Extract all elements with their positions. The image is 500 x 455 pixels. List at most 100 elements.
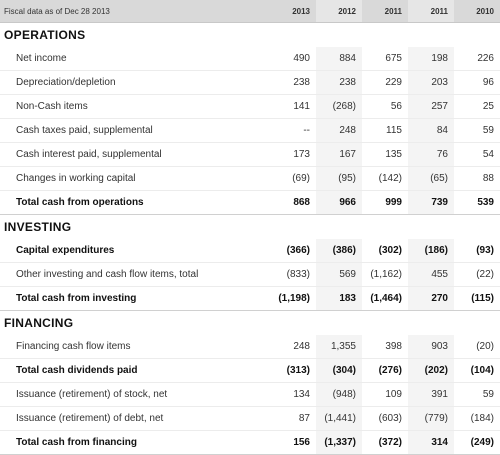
cell-value: (65) [408,166,454,191]
cell-value: 569 [316,262,362,287]
cell-value: 54 [454,142,500,167]
cell-value: 183 [316,286,362,311]
row-label: Capital expenditures [0,239,270,263]
row-label: Issuance (retirement) of debt, net [0,406,270,431]
row-label: Financing cash flow items [0,335,270,359]
table-row: Depreciation/depletion 238 238 229 203 96 [0,70,500,95]
year-header: 2011 [408,0,454,23]
cell-value: (268) [316,94,362,119]
table-row: Cash interest paid, supplemental 173 167 13… [0,142,500,167]
cell-value: 314 [408,430,454,455]
cell-value: (249) [454,430,500,455]
cell-value: 87 [270,406,316,431]
cell-value: 868 [270,190,316,215]
table-row: Total cash from operations 868 966 999 739 53… [0,190,500,215]
header-row: Fiscal data as of Dec 28 2013 2013 2012 … [0,0,500,23]
cell-value: 398 [362,335,408,359]
financing-section-header: FINANCING [0,310,500,335]
row-label: Net income [0,47,270,71]
table-row: Issuance (retirement) of debt, net 87 (1,4… [0,406,500,431]
table-row: Issuance (retirement) of stock, net 134 (9… [0,382,500,407]
row-label: Cash taxes paid, supplemental [0,118,270,143]
row-label: Issuance (retirement) of stock, net [0,382,270,407]
table-row: Changes in working capital (69) (95) (142)(… [0,166,500,191]
cell-value: 115 [362,118,408,143]
investing-section-header: INVESTING [0,214,500,239]
table-row: Non-Cash items 141 (268) 56 257 25 [0,94,500,119]
cell-value: 490 [270,47,316,71]
table-row: Cash taxes paid, supplemental -- 248 115 84 5… [0,118,500,143]
operations-section: OPERATIONS Net income 490 884 675 198 226 Depre… [0,22,500,215]
cell-value: (1,337) [316,430,362,455]
row-label: Cash interest paid, supplemental [0,142,270,167]
row-label: Total cash dividends paid [0,358,270,383]
cell-value: 238 [270,70,316,95]
row-label: Non-Cash items [0,94,270,119]
table-row: Net income 490 884 675 198 226 [0,47,500,71]
cell-value: 141 [270,94,316,119]
cell-value: (603) [362,406,408,431]
cell-value: (186) [408,239,454,263]
cell-value: 238 [316,70,362,95]
cell-value: 156 [270,430,316,455]
cell-value: (184) [454,406,500,431]
fiscal-date-label: Fiscal data as of Dec 28 2013 [0,0,270,23]
cell-value: 903 [408,335,454,359]
cell-value: (366) [270,239,316,263]
cell-value: 391 [408,382,454,407]
cell-value: (22) [454,262,500,287]
cell-value: (304) [316,358,362,383]
row-label: Changes in working capital [0,166,270,191]
table-row: Capital expenditures (366) (386) (302) (186)… [0,239,500,263]
cell-value: 96 [454,70,500,95]
cell-value: (779) [408,406,454,431]
cell-value: (202) [408,358,454,383]
cell-value: (1,162) [362,262,408,287]
cell-value: (372) [362,430,408,455]
cell-value: 226 [454,47,500,71]
row-label: Other investing and cash flow items, tot… [0,262,270,287]
cell-value: 257 [408,94,454,119]
cell-value: 999 [362,190,408,215]
year-header: 2011 [362,0,408,23]
cell-value: (948) [316,382,362,407]
cell-value: 76 [408,142,454,167]
section-title: FINANCING [0,310,500,335]
cell-value: (115) [454,286,500,311]
cell-value: 203 [408,70,454,95]
section-title: INVESTING [0,214,500,239]
cell-value: 88 [454,166,500,191]
cell-value: 966 [316,190,362,215]
cell-value: 248 [316,118,362,143]
cell-value: (313) [270,358,316,383]
cell-value: (1,464) [362,286,408,311]
row-label: Total cash from operations [0,190,270,215]
cell-value: 167 [316,142,362,167]
cell-value: (1,198) [270,286,316,311]
cell-value: (276) [362,358,408,383]
cell-value: 25 [454,94,500,119]
row-label: Total cash from investing [0,286,270,311]
cell-value: 84 [408,118,454,143]
cell-value: (142) [362,166,408,191]
row-label: Total cash from financing [0,430,270,455]
cell-value: 270 [408,286,454,311]
cell-value: 1,355 [316,335,362,359]
cell-value: (95) [316,166,362,191]
table-row: Total cash dividends paid (313) (304) (276)… [0,358,500,383]
cell-value: 56 [362,94,408,119]
cell-value: (69) [270,166,316,191]
cell-value: 229 [362,70,408,95]
cell-value: (833) [270,262,316,287]
cell-value: (20) [454,335,500,359]
cell-value: (386) [316,239,362,263]
year-header: 2010 [454,0,500,23]
cell-value: 539 [454,190,500,215]
year-header: 2012 [316,0,362,23]
cell-value: (1,441) [316,406,362,431]
row-label: Depreciation/depletion [0,70,270,95]
section-title: OPERATIONS [0,22,500,47]
operations-section-header: OPERATIONS [0,22,500,47]
cell-value: 739 [408,190,454,215]
